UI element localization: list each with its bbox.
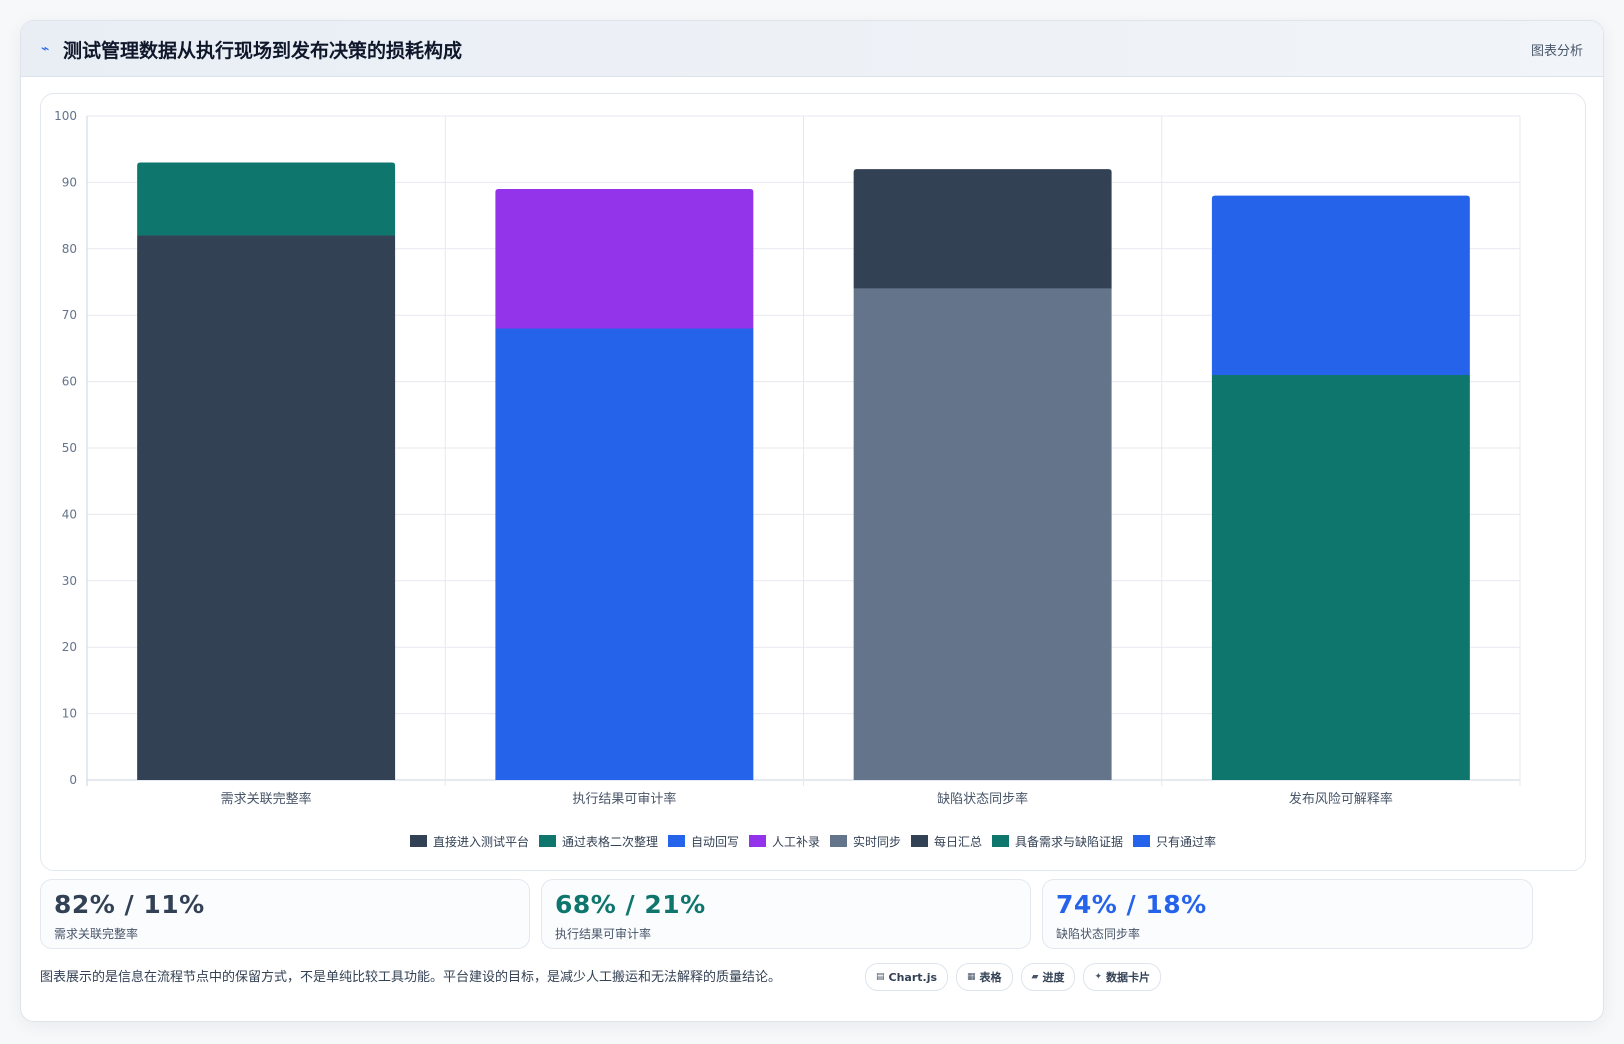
- legend-label: 直接进入测试平台: [432, 834, 529, 849]
- table-icon: ▦: [967, 972, 976, 982]
- y-tick-label: 100: [54, 109, 77, 123]
- legend-item[interactable]: 自动回写: [667, 833, 739, 850]
- legend-label: 人工补录: [771, 834, 820, 849]
- legend-item[interactable]: 每日汇总: [911, 833, 982, 850]
- legend-swatch: [748, 835, 766, 847]
- legend-label: 通过表格二次整理: [561, 834, 658, 849]
- legend-item[interactable]: 只有通过率: [1133, 833, 1216, 850]
- x-tick-label: 需求关联完整率: [221, 791, 312, 807]
- kpi-value: 82% / 11%: [54, 890, 205, 919]
- chip-label: 进度: [1042, 971, 1065, 984]
- chip-label: 数据卡片: [1106, 971, 1151, 984]
- bar-segment: [495, 189, 754, 329]
- y-tick-label: 20: [62, 640, 77, 654]
- legend-label: 每日汇总: [934, 834, 983, 849]
- x-tick-label: 缺陷状态同步率: [937, 791, 1028, 807]
- legend-item[interactable]: 具备需求与缺陷证据: [992, 833, 1123, 850]
- legend-swatch: [1133, 835, 1151, 847]
- stacked-bar-chart: 0 10 20 30 40 50 60 70 80 90 100 需求关联完整率 执行结果可审计率 缺陷状…: [54, 109, 1521, 807]
- y-tick-label: 50: [62, 441, 77, 455]
- header-tag[interactable]: 图表分析: [1530, 44, 1583, 59]
- kpi-label: 缺陷状态同步率: [1056, 927, 1141, 941]
- chip-data-card[interactable]: ✦ 数据卡片: [1083, 963, 1162, 991]
- kpi-card: 74% / 18% 缺陷状态同步率: [1042, 879, 1533, 949]
- legend-item[interactable]: 直接进入测试平台: [409, 833, 529, 850]
- legend-item[interactable]: 通过表格二次整理: [538, 833, 658, 850]
- y-tick-label: 10: [62, 707, 77, 721]
- bar-segment: [137, 235, 396, 780]
- bar-segment: [1211, 374, 1470, 780]
- chart-icon: ▤: [876, 972, 885, 982]
- y-tick-label: 40: [62, 507, 77, 521]
- chip-label: 表格: [979, 971, 1002, 984]
- legend-label: 具备需求与缺陷证据: [1015, 834, 1124, 849]
- tech-chips: ▤ Chart.js ▦ 表格 ▰ 进度 ✦ 数据卡片: [865, 963, 1162, 991]
- legend-swatch: [830, 835, 847, 847]
- kpi-card: 68% / 21% 执行结果可审计率: [541, 879, 1031, 949]
- kpi-label: 执行结果可审计率: [555, 927, 652, 941]
- bar-segment: [137, 162, 396, 236]
- legend-label: 只有通过率: [1156, 834, 1217, 849]
- kpi-value: 74% / 18%: [1056, 890, 1207, 919]
- chart-panel: 0 10 20 30 40 50 60 70 80 90 100 需求关联完整率 执行结果可审计率 缺陷状…: [40, 93, 1586, 871]
- chip-progress[interactable]: ▰ 进度: [1020, 963, 1076, 991]
- y-tick-label: 30: [62, 574, 77, 588]
- legend-swatch: [538, 835, 556, 847]
- chip-chartjs[interactable]: ▤ Chart.js: [865, 963, 949, 991]
- legend-swatch: [409, 835, 427, 847]
- progress-icon: ▰: [1031, 972, 1039, 982]
- kpi-label: 需求关联完整率: [54, 927, 139, 941]
- y-tick-label: 70: [62, 308, 77, 322]
- y-tick-label: 60: [62, 375, 77, 389]
- legend-label: 实时同步: [853, 834, 902, 849]
- bar-segment: [853, 288, 1112, 780]
- card-icon: ✦: [1094, 972, 1103, 982]
- y-tick-label: 80: [62, 242, 77, 256]
- footnote-text: 图表展示的是信息在流程节点中的保留方式，不是单纯比较工具功能。平台建设的目标，是…: [40, 970, 782, 985]
- pulse-icon: ⌁: [41, 41, 50, 57]
- bar-segment: [853, 169, 1112, 289]
- kpi-card: 82% / 11% 需求关联完整率: [40, 879, 530, 949]
- kpi-value: 68% / 21%: [555, 890, 706, 919]
- x-tick-label: 发布风险可解释率: [1289, 791, 1393, 807]
- legend-swatch: [911, 835, 929, 847]
- chip-table[interactable]: ▦ 表格: [956, 963, 1013, 991]
- legend-swatch: [667, 835, 685, 847]
- page-title: 测试管理数据从执行现场到发布决策的损耗构成: [63, 40, 463, 62]
- bar-segment: [1211, 195, 1470, 375]
- legend-swatch: [992, 835, 1010, 847]
- legend-label: 自动回写: [690, 834, 739, 849]
- card-header: ⌁ 测试管理数据从执行现场到发布决策的损耗构成 图表分析: [21, 21, 1603, 77]
- legend-item[interactable]: 实时同步: [830, 833, 901, 850]
- y-tick-label: 90: [62, 175, 77, 189]
- y-tick-label: 0: [69, 773, 77, 787]
- bar-segment: [495, 328, 754, 780]
- legend-item[interactable]: 人工补录: [748, 833, 820, 850]
- chip-label: Chart.js: [888, 970, 938, 984]
- x-tick-label: 执行结果可审计率: [572, 791, 676, 807]
- chart-legend: 直接进入测试平台 通过表格二次整理 自动回写 人工补录 实时同步 每日汇总 具备需求与缺陷证…: [41, 831, 1585, 851]
- report-card: ⌁ 测试管理数据从执行现场到发布决策的损耗构成 图表分析 0 10 20 30 40 50…: [20, 20, 1604, 1022]
